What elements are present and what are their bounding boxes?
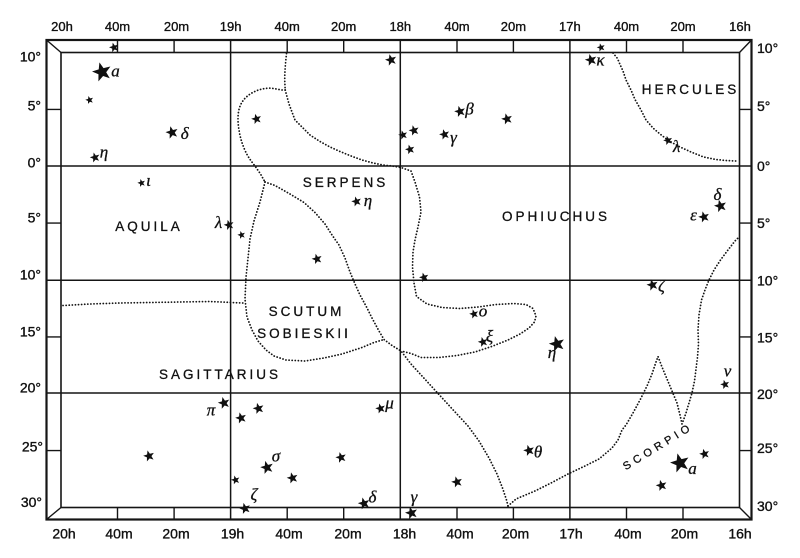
svg-text:15°: 15° bbox=[20, 324, 41, 340]
svg-text:ξ: ξ bbox=[486, 327, 494, 346]
svg-text:20h: 20h bbox=[52, 526, 75, 542]
svg-text:μ: μ bbox=[384, 394, 394, 413]
svg-text:OPHIUCHUS: OPHIUCHUS bbox=[502, 209, 610, 224]
svg-text:ε: ε bbox=[690, 206, 697, 225]
svg-text:β: β bbox=[464, 100, 474, 119]
svg-text:10°: 10° bbox=[757, 40, 778, 56]
svg-text:o: o bbox=[479, 301, 488, 320]
svg-text:η: η bbox=[100, 143, 108, 162]
svg-text:18h: 18h bbox=[389, 19, 411, 34]
svg-text:SAGITTARIUS: SAGITTARIUS bbox=[159, 367, 281, 382]
svg-text:λ: λ bbox=[214, 213, 222, 232]
svg-text:0°: 0° bbox=[757, 158, 770, 174]
svg-text:10°: 10° bbox=[20, 267, 41, 283]
svg-text:40m: 40m bbox=[105, 526, 132, 542]
svg-text:0°: 0° bbox=[28, 155, 41, 171]
svg-text:20m: 20m bbox=[501, 19, 526, 34]
svg-text:16h: 16h bbox=[728, 526, 751, 542]
svg-text:λ: λ bbox=[672, 137, 680, 156]
svg-text:γ: γ bbox=[450, 128, 458, 147]
svg-text:20m: 20m bbox=[164, 19, 189, 34]
svg-text:ν: ν bbox=[724, 361, 732, 380]
svg-text:10°: 10° bbox=[757, 273, 778, 289]
svg-text:δ: δ bbox=[714, 185, 723, 204]
svg-text:25°: 25° bbox=[22, 439, 43, 455]
svg-text:η: η bbox=[364, 191, 372, 210]
svg-text:σ: σ bbox=[272, 446, 281, 465]
svg-text:10°: 10° bbox=[20, 49, 41, 65]
svg-text:30°: 30° bbox=[757, 498, 778, 514]
svg-text:20m: 20m bbox=[502, 526, 529, 542]
svg-text:SERPENS: SERPENS bbox=[303, 175, 389, 190]
svg-text:18h: 18h bbox=[393, 526, 416, 542]
svg-text:20m: 20m bbox=[162, 526, 189, 542]
svg-text:η: η bbox=[548, 343, 556, 362]
svg-text:SOBIESKII: SOBIESKII bbox=[257, 326, 351, 341]
svg-text:5°: 5° bbox=[28, 98, 41, 114]
svg-text:15°: 15° bbox=[757, 330, 778, 346]
svg-text:ζ: ζ bbox=[251, 485, 259, 504]
svg-text:19h: 19h bbox=[221, 526, 244, 542]
svg-text:19h: 19h bbox=[220, 19, 242, 34]
svg-text:5°: 5° bbox=[757, 215, 770, 231]
svg-text:17h: 17h bbox=[559, 526, 582, 542]
svg-text:20°: 20° bbox=[757, 386, 778, 402]
svg-text:a: a bbox=[111, 61, 120, 80]
svg-text:20°: 20° bbox=[20, 380, 41, 396]
svg-text:20h: 20h bbox=[51, 19, 73, 34]
svg-text:γ: γ bbox=[411, 488, 419, 507]
svg-text:20m: 20m bbox=[334, 526, 361, 542]
svg-text:17h: 17h bbox=[559, 19, 581, 34]
svg-text:HERCULES: HERCULES bbox=[642, 82, 740, 97]
svg-text:AQUILA: AQUILA bbox=[115, 219, 183, 234]
svg-text:5°: 5° bbox=[28, 210, 41, 226]
svg-text:5°: 5° bbox=[757, 98, 770, 114]
svg-text:40m: 40m bbox=[105, 19, 130, 34]
svg-text:SCUTUM: SCUTUM bbox=[269, 304, 345, 319]
svg-text:20m: 20m bbox=[331, 19, 356, 34]
svg-text:π: π bbox=[207, 400, 216, 419]
svg-text:25°: 25° bbox=[757, 440, 778, 456]
svg-text:40m: 40m bbox=[614, 526, 641, 542]
svg-text:16h: 16h bbox=[729, 19, 751, 34]
svg-text:20m: 20m bbox=[670, 19, 695, 34]
svg-text:ζ: ζ bbox=[658, 276, 666, 295]
svg-text:40m: 40m bbox=[275, 526, 302, 542]
svg-text:40m: 40m bbox=[444, 19, 469, 34]
svg-text:θ: θ bbox=[534, 442, 542, 461]
svg-text:δ: δ bbox=[181, 124, 190, 143]
svg-text:30°: 30° bbox=[21, 494, 42, 510]
svg-text:a: a bbox=[688, 459, 697, 478]
svg-text:δ: δ bbox=[369, 488, 378, 507]
svg-text:κ: κ bbox=[596, 51, 605, 70]
svg-text:ι: ι bbox=[146, 171, 151, 190]
svg-text:40m: 40m bbox=[275, 19, 300, 34]
svg-text:40m: 40m bbox=[614, 19, 639, 34]
svg-text:40m: 40m bbox=[446, 526, 473, 542]
svg-text:20m: 20m bbox=[671, 526, 698, 542]
